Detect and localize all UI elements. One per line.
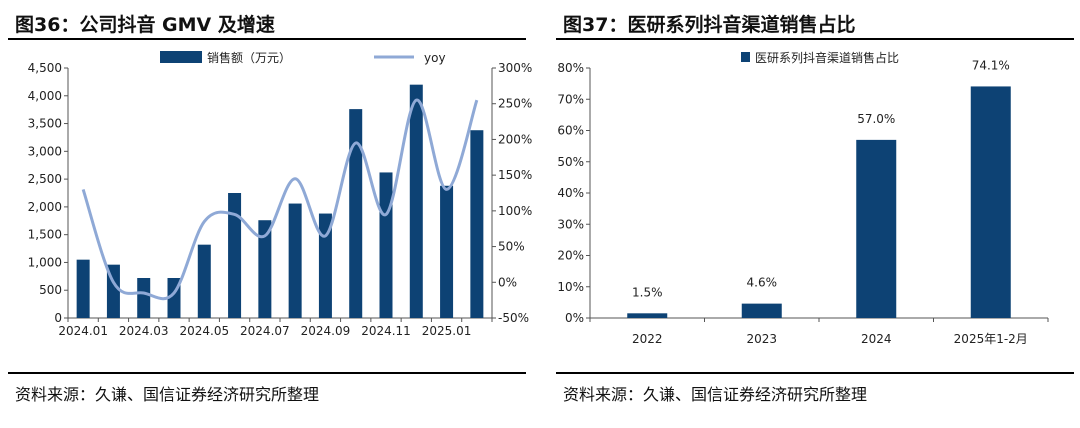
x-tick-label: 2024.07	[240, 324, 290, 338]
bar-sales	[137, 278, 151, 318]
y-tick-label-left: 0	[54, 311, 62, 325]
legend-label-yoy: yoy	[424, 51, 446, 65]
y-tick-label-right: 300%	[498, 61, 532, 75]
x-tick-label: 2023	[746, 332, 777, 346]
chart-panel-gmv: 图36：公司抖音 GMV 及增速 0 500 1,000 1,500 2,000 2,50…	[0, 0, 533, 428]
data-label: 57.0%	[857, 112, 895, 126]
bar-sales	[470, 130, 484, 318]
bar-share	[741, 303, 782, 318]
bar-sales	[379, 172, 393, 318]
source-note: 资料来源：久谦、国信证券经济研究所整理	[563, 385, 868, 404]
y-tick-label-left: 4,500	[28, 61, 62, 75]
x-tick-label: 2024	[861, 332, 892, 346]
x-tick-label: 2024.11	[361, 324, 411, 338]
y-tick-label-right: 200%	[498, 132, 532, 146]
title-rule	[556, 38, 1074, 40]
y-tick-label: 30%	[557, 217, 584, 231]
x-tick-label: 2024.03	[119, 324, 169, 338]
share-chart: 0% 10% 20% 30% 40% 50% 60% 70% 80% 2022 2023 2024 20…	[557, 50, 1049, 346]
y-tick-label-left: 1,500	[28, 228, 62, 242]
x-tick-label: 2024.05	[179, 324, 229, 338]
data-label: 74.1%	[972, 58, 1010, 72]
bar-sales	[197, 244, 211, 318]
bar-sales	[288, 203, 302, 318]
bar-sales	[228, 193, 242, 318]
legend-label-share: 医研系列抖音渠道销售占比	[755, 50, 899, 65]
y-tick-label-right: 0%	[498, 275, 517, 289]
y-tick-label: 50%	[557, 155, 584, 169]
y-tick-label: 80%	[557, 61, 584, 75]
y-tick-label-left: 500	[39, 283, 62, 297]
source-rule	[8, 372, 526, 374]
y-tick-label: 60%	[557, 124, 584, 138]
y-tick-label-right: 150%	[498, 168, 532, 182]
data-label: 4.6%	[747, 276, 778, 290]
x-tick-label: 2024.01	[58, 324, 108, 338]
y-tick-label: 70%	[557, 92, 584, 106]
legend-label-sales: 销售额（万元）	[207, 50, 291, 65]
source-note: 资料来源：久谦、国信证券经济研究所整理	[15, 385, 320, 404]
bar-share	[856, 139, 897, 318]
y-tick-label-right: -50%	[498, 311, 529, 325]
bar-share	[970, 86, 1011, 318]
x-tick-label: 2025年1-2月	[954, 332, 1028, 346]
y-tick-label-left: 3,000	[28, 144, 62, 158]
bar-sales	[318, 213, 332, 318]
source-rule	[556, 372, 1074, 374]
legend-swatch-share	[741, 52, 750, 62]
bar-share	[627, 313, 668, 318]
y-tick-label-left: 4,000	[28, 89, 62, 103]
gmv-chart: 0 500 1,000 1,500 2,000 2,500 3,000 3,500 4,000 4…	[28, 50, 533, 338]
bar-sales	[440, 185, 454, 318]
chart-panel-share: 图37：医研系列抖音渠道销售占比 0% 10% 20% 30% 40% 50% 60% 70%…	[548, 0, 1080, 428]
y-tick-label: 0%	[565, 311, 584, 325]
y-tick-label-left: 2,500	[28, 172, 62, 186]
data-label: 1.5%	[632, 285, 663, 299]
y-tick-label-right: 250%	[498, 97, 532, 111]
y-tick-label-right: 100%	[498, 204, 532, 218]
chart-title: 图36：公司抖音 GMV 及增速	[15, 14, 275, 36]
line-yoy	[81, 98, 479, 301]
x-tick-label: 2024.09	[301, 324, 351, 338]
bar-sales	[349, 109, 363, 318]
y-tick-label-left: 3,500	[28, 117, 62, 131]
y-tick-label: 20%	[557, 249, 584, 263]
chart-title: 图37：医研系列抖音渠道销售占比	[563, 14, 856, 36]
y-tick-label: 10%	[557, 280, 584, 294]
legend-swatch-sales	[160, 51, 202, 63]
x-tick-label: 2025.01	[422, 324, 472, 338]
bar-sales	[258, 220, 272, 318]
y-tick-label-left: 2,000	[28, 200, 62, 214]
y-tick-label: 40%	[557, 186, 584, 200]
x-tick-label: 2022	[632, 332, 663, 346]
title-rule	[8, 38, 526, 40]
y-tick-label-right: 50%	[498, 240, 525, 254]
bar-sales	[76, 259, 90, 318]
y-tick-label-left: 1,000	[28, 255, 62, 269]
bar-sales	[409, 84, 423, 319]
